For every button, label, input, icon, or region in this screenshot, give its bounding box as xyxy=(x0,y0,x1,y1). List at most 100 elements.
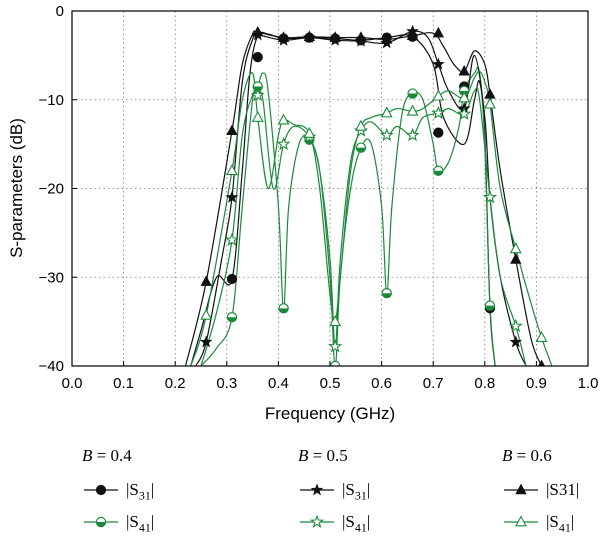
x-tick-label: 0.0 xyxy=(62,375,83,392)
legend: B = 0.4 |S31| |S41| B = 0.5 |S31| |S41| B = 0.… xyxy=(0,440,600,540)
data-point xyxy=(433,165,444,176)
data-point xyxy=(432,89,445,101)
data-point xyxy=(379,127,394,142)
data-point xyxy=(276,136,291,151)
legend-label: |S31| xyxy=(546,480,580,499)
data-point xyxy=(482,190,498,204)
x-tick-label: 0.8 xyxy=(474,375,495,392)
data-point xyxy=(226,124,238,136)
data-point xyxy=(433,127,444,138)
data-point xyxy=(252,25,264,37)
data-point xyxy=(457,106,472,120)
series-markers xyxy=(199,24,548,366)
data-point xyxy=(381,33,393,44)
legend-entry: |S41| xyxy=(502,511,600,535)
data-point xyxy=(406,29,419,41)
x-tick-label: 0.4 xyxy=(268,375,289,392)
legend-swatch xyxy=(300,514,334,528)
series-line xyxy=(200,66,496,366)
data-point xyxy=(199,335,213,348)
data-point xyxy=(484,300,496,311)
x-tick-label: 0.7 xyxy=(423,375,444,392)
legend-swatch xyxy=(504,515,538,527)
data-point xyxy=(355,119,367,131)
data-point xyxy=(250,87,265,102)
legend-label: |S41| xyxy=(342,512,371,535)
data-point xyxy=(200,308,213,320)
data-point xyxy=(224,232,240,246)
s-parameters-chart: 0.0 0.1 0.2 0.3 0.4 0.5 0.6 0.7 0.8 0.9 1.0 0 −10 −20… xyxy=(7,3,599,423)
legend-label: |S31| xyxy=(126,480,155,503)
y-tick-label: −40 xyxy=(39,358,64,375)
data-point xyxy=(278,303,289,314)
series-curves xyxy=(184,30,553,366)
legend-group-title: B = 0.6 xyxy=(502,446,552,466)
data-point xyxy=(380,106,393,118)
legend-marker xyxy=(515,483,527,495)
legend-variable: B xyxy=(82,446,93,465)
legend-label: |S41| xyxy=(546,512,575,535)
data-point xyxy=(508,318,523,333)
x-tick-label: 0.2 xyxy=(165,375,186,392)
data-point xyxy=(303,126,316,138)
data-point xyxy=(405,127,420,142)
legend-entry: |S41| xyxy=(82,511,192,535)
data-point xyxy=(355,142,367,153)
grid-lines xyxy=(72,11,588,366)
data-point xyxy=(510,253,522,264)
legend-entry: |S31| xyxy=(298,479,408,503)
data-point xyxy=(226,164,238,176)
series-line xyxy=(190,70,553,366)
legend-marker xyxy=(515,515,527,527)
data-point xyxy=(252,52,263,63)
legend-group-title: B = 0.4 xyxy=(82,446,132,466)
axis-ticks: 0.0 0.1 0.2 0.3 0.4 0.5 0.6 0.7 0.8 0.9 1.0 0 −10 −20… xyxy=(39,3,599,392)
legend-entry: |S41| xyxy=(298,511,408,535)
data-point xyxy=(277,113,290,125)
data-point xyxy=(406,104,419,116)
legend-swatch xyxy=(84,484,118,496)
data-point xyxy=(432,26,445,38)
legend-label: |S41| xyxy=(126,512,155,535)
y-tick-label: −10 xyxy=(39,92,64,109)
data-point xyxy=(328,339,343,353)
data-point xyxy=(538,359,545,366)
data-point xyxy=(303,30,316,41)
legend-marker xyxy=(310,514,324,528)
data-point xyxy=(381,288,392,299)
data-point xyxy=(355,31,367,42)
data-point xyxy=(431,105,446,120)
data-point xyxy=(458,65,470,76)
data-point xyxy=(458,91,471,103)
series-line xyxy=(190,31,496,366)
legend-label: |S31| xyxy=(342,480,371,503)
data-point xyxy=(407,88,418,99)
data-point xyxy=(225,190,239,203)
legend-value: = 0.4 xyxy=(92,446,132,465)
data-point xyxy=(431,57,445,70)
legend-marker xyxy=(95,484,107,496)
x-tick-label: 0.3 xyxy=(216,375,237,392)
data-point xyxy=(484,97,496,109)
data-point xyxy=(226,311,238,323)
data-point xyxy=(484,88,496,99)
series-line xyxy=(195,30,527,366)
y-tick-label: 0 xyxy=(56,3,64,20)
x-tick-label: 0.9 xyxy=(526,375,547,392)
legend-marker xyxy=(310,483,324,496)
legend-variable: B xyxy=(502,446,513,465)
legend-swatch xyxy=(504,483,538,495)
legend-swatch xyxy=(300,483,334,496)
data-point xyxy=(277,31,290,42)
data-point xyxy=(509,242,522,254)
legend-value: = 0.5 xyxy=(308,446,348,465)
legend-value: = 0.6 xyxy=(512,446,552,465)
legend-marker xyxy=(95,516,107,528)
x-tick-label: 1.0 xyxy=(578,375,599,392)
legend-entry: |S31| xyxy=(82,479,192,503)
legend-variable: B xyxy=(298,446,309,465)
x-tick-label: 0.5 xyxy=(320,375,341,392)
legend-group-title: B = 0.5 xyxy=(298,446,348,466)
data-point xyxy=(251,110,264,122)
data-point xyxy=(200,275,212,286)
